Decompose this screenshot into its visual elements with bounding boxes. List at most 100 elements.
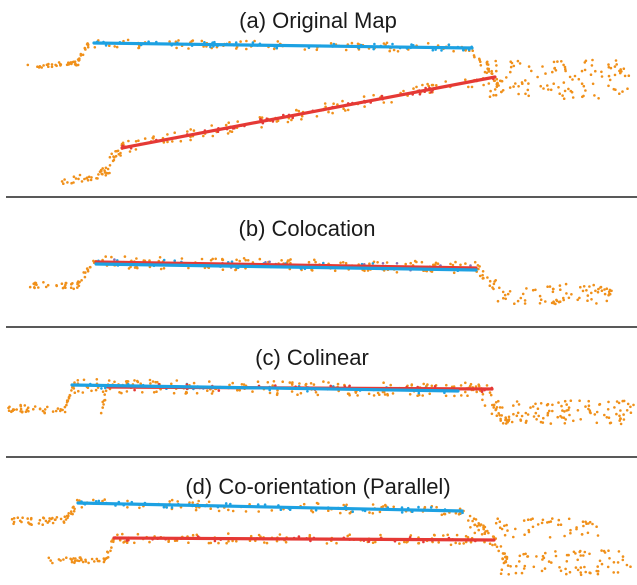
scan-point	[564, 567, 567, 571]
scan-point	[540, 521, 544, 525]
scan-point	[127, 139, 130, 143]
scan-point	[126, 499, 129, 503]
scan-point	[167, 540, 170, 543]
scan-point	[476, 524, 479, 528]
scan-point	[44, 285, 48, 289]
scan-point	[265, 541, 269, 545]
scan-point	[498, 526, 502, 529]
scan-point	[459, 384, 463, 387]
panel-c: (c) Colinear	[7, 345, 635, 426]
scan-point	[464, 262, 467, 265]
scan-point	[492, 282, 496, 286]
scan-point	[230, 260, 234, 264]
scan-point	[257, 533, 261, 537]
scan-point	[249, 534, 253, 538]
scan-point	[356, 394, 359, 397]
scan-point	[123, 255, 127, 258]
scan-point	[303, 48, 307, 51]
scan-point	[403, 540, 406, 544]
scan-point	[136, 532, 140, 536]
scan-point	[500, 527, 504, 531]
scan-point	[77, 389, 80, 393]
scan-point	[473, 531, 477, 535]
scan-point	[485, 71, 489, 75]
scan-point	[501, 89, 505, 92]
scan-point	[435, 505, 438, 509]
panel-b-red-segment	[94, 260, 478, 270]
scan-point	[96, 559, 100, 563]
scan-point	[209, 507, 212, 511]
scan-point	[115, 45, 119, 49]
scan-point	[210, 392, 214, 395]
scan-point	[537, 414, 540, 418]
scan-point	[613, 65, 617, 68]
scan-point	[251, 41, 255, 44]
scan-point	[519, 296, 523, 300]
scan-point	[426, 42, 430, 45]
scan-point	[137, 46, 140, 50]
scan-point	[454, 541, 458, 545]
scan-point	[589, 73, 593, 76]
scan-point	[430, 384, 434, 388]
scan-point	[478, 57, 481, 61]
scan-point	[555, 299, 559, 303]
panel-b-title: (b) Colocation	[239, 216, 376, 241]
scan-point	[306, 390, 309, 393]
scan-point	[194, 508, 198, 512]
scan-point	[185, 390, 188, 394]
scan-point	[206, 389, 209, 393]
scan-point	[217, 509, 221, 513]
scan-point	[27, 409, 30, 413]
scan-point	[558, 566, 561, 569]
scan-point	[300, 114, 304, 118]
scan-point	[310, 509, 313, 512]
scan-point	[550, 561, 553, 564]
scan-point	[495, 406, 499, 409]
scan-point	[449, 543, 453, 547]
scan-point	[81, 53, 85, 57]
scan-point	[313, 258, 316, 262]
scan-point	[495, 69, 498, 73]
scan-point	[43, 411, 46, 415]
scan-point	[70, 389, 73, 392]
scan-point	[527, 65, 531, 68]
scan-point	[615, 63, 618, 66]
scan-point	[335, 541, 338, 545]
scan-point	[286, 120, 290, 124]
scan-point	[139, 382, 142, 386]
scan-point	[210, 124, 213, 127]
scan-point	[482, 83, 485, 87]
scan-point	[59, 409, 62, 413]
scan-point	[154, 380, 157, 384]
scan-point	[138, 506, 141, 510]
scan-point	[621, 558, 625, 562]
scan-point	[444, 394, 448, 398]
scan-point	[548, 285, 552, 288]
scan-point	[257, 510, 261, 513]
scan-point	[235, 258, 238, 262]
scan-point	[593, 413, 597, 416]
scan-point	[376, 391, 380, 395]
scan-point	[112, 158, 116, 162]
scan-point	[454, 260, 457, 264]
scan-point	[287, 259, 291, 262]
scan-point	[105, 171, 108, 175]
scan-point	[504, 418, 508, 422]
scan-point	[374, 540, 377, 544]
scan-point	[507, 419, 511, 423]
scan-point	[509, 65, 513, 69]
scan-point	[557, 523, 560, 527]
scan-point	[195, 391, 199, 395]
scan-point	[299, 391, 303, 395]
scan-point	[586, 294, 590, 297]
scan-point	[295, 108, 298, 112]
scan-point	[560, 416, 564, 419]
scan-point	[562, 296, 565, 300]
scan-point	[296, 393, 299, 397]
scan-point	[325, 542, 329, 545]
scan-point	[342, 107, 345, 111]
scan-point	[512, 412, 515, 416]
scan-point	[239, 40, 242, 43]
scan-point	[494, 521, 498, 525]
scan-point	[560, 60, 563, 63]
